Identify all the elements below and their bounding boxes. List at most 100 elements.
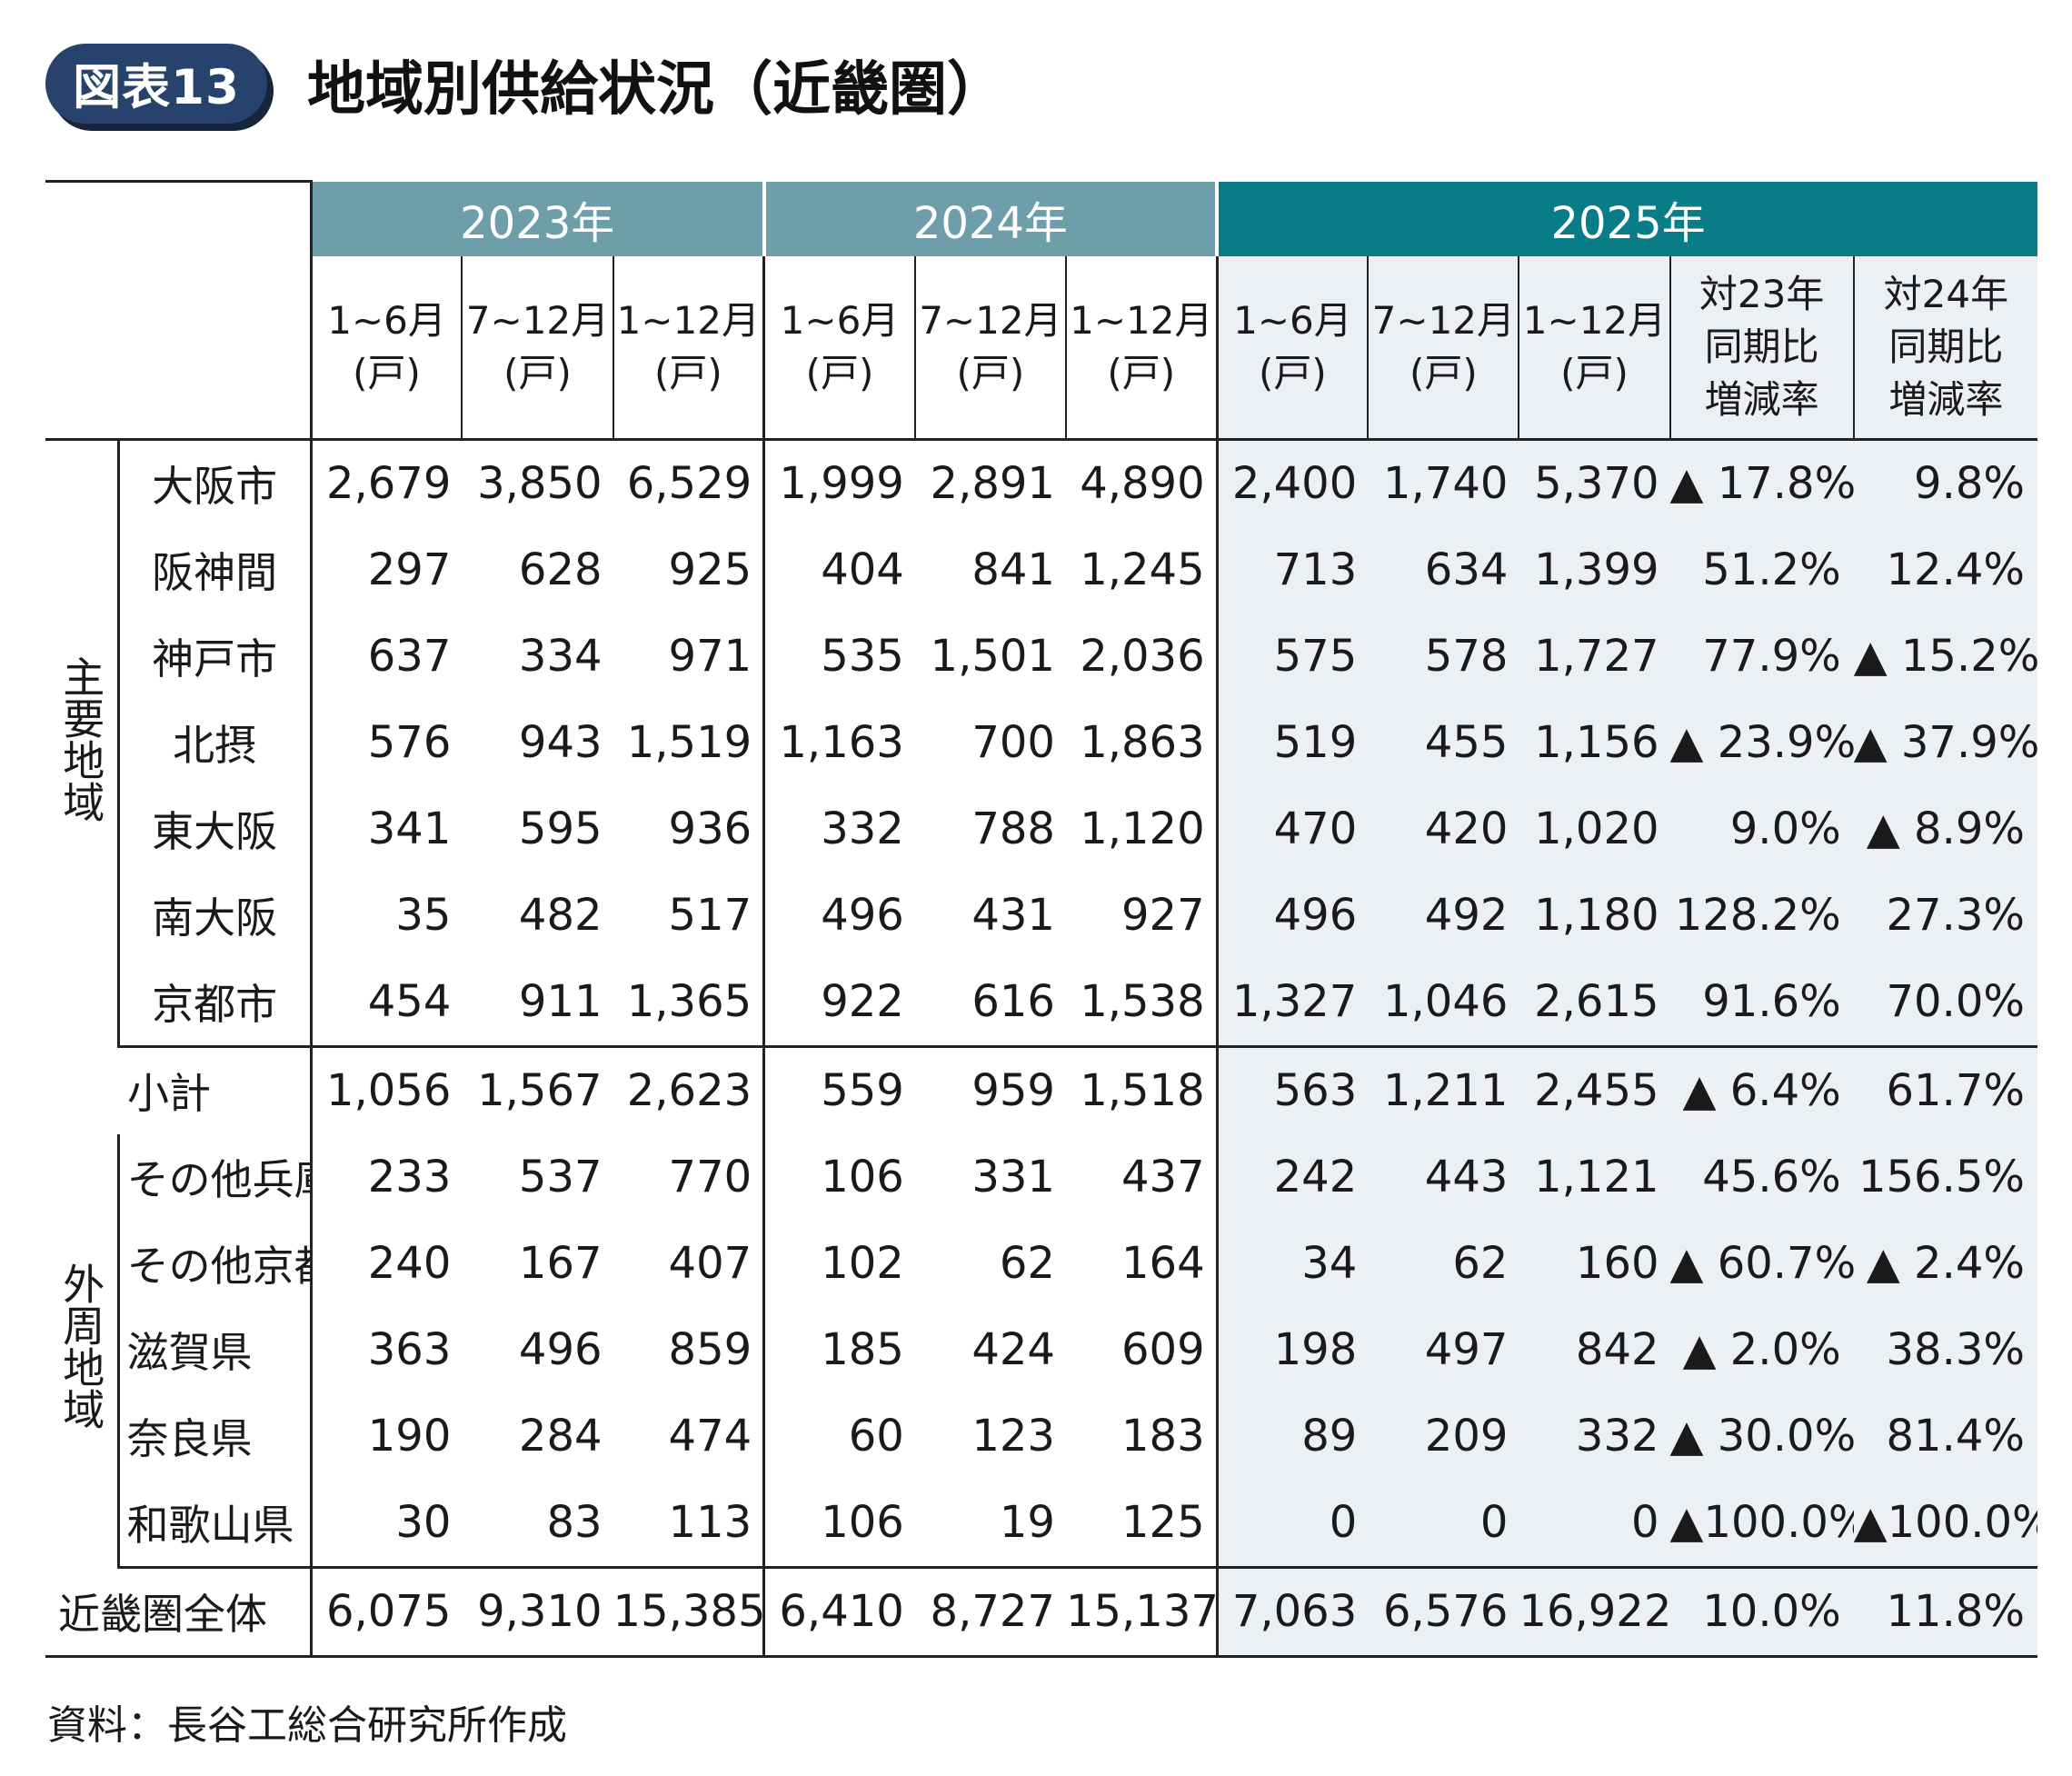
value-cell: 1,327 [1217,958,1369,1048]
value-cell: 1,020 [1519,785,1670,873]
region-name: その他京都 [118,1220,313,1307]
value-cell: 341 [367,803,452,854]
table-row: 小計 1,056 1,567 2,623 559 959 1,518 563 1,211 2,45… [45,1046,2037,1134]
value-cell: 198 [1217,1306,1369,1393]
value-cell: 363 [367,1324,452,1375]
value-cell: 164 [1065,1220,1219,1307]
value-cell: ▲100.0% [1669,1479,1854,1569]
value-cell: 700 [971,717,1055,768]
value-cell: ▲ 17.8% [1669,439,1854,527]
group-main-text: 主要地域 [56,654,106,823]
subheader-r23-9: 対23年 同期比 増減率 [1669,255,1855,441]
value-cell: 10.0% [1669,1567,1854,1658]
value-cell: 156.5% [1853,1133,2037,1221]
table-row: 北摂 576 943 1,519 1,163 700 1,863 519 455 1,156 ▲ 2… [45,699,2037,786]
subheader-h3-5: 1~12月 (戸) [1065,255,1219,441]
value-cell: 60 [848,1411,904,1462]
value-cell: 578 [1368,613,1519,700]
value-cell: 842 [1519,1306,1670,1393]
value-cell: 81.4% [1853,1392,2037,1480]
region-column-header: 地域名 [45,180,313,441]
value-cell: 27.3% [1853,872,2037,959]
value-cell: 0 [1368,1479,1519,1569]
value-cell: 443 [1368,1133,1519,1221]
value-cell: 911 [462,958,613,1048]
value-cell: 575 [1217,613,1369,700]
subheader-h3-8: 1~12月 (戸) [1519,255,1671,441]
value-cell: 407 [613,1220,766,1307]
value-cell: 2,400 [1217,439,1369,527]
value-cell: 297 [367,544,452,595]
value-cell: 2,891 [930,458,1055,509]
value-cell: 51.2% [1669,526,1854,614]
value-cell: 971 [613,613,766,700]
value-cell: 6,075 [311,1567,463,1658]
table-row: 東大阪 341 595 936 332 788 1,120 470 420 1,020 9.0% ▲ … [45,785,2037,873]
value-cell: ▲ 8.9% [1853,785,2037,873]
value-cell: 9,310 [462,1567,613,1658]
value-cell: 70.0% [1853,958,2037,1048]
value-cell: 535 [821,631,904,682]
region-name: 東大阪 [118,785,313,873]
value-cell: 1,399 [1519,526,1670,614]
value-cell: 497 [1368,1306,1519,1393]
value-cell: 788 [971,803,1055,854]
value-cell: 240 [367,1238,452,1289]
value-cell: 6,529 [613,439,766,527]
value-cell: 160 [1519,1220,1670,1307]
table-row: 奈良県 190 284 474 60 123 183 89 209 332 ▲ 30.0% 81.4% [45,1392,2037,1480]
figure-badge: 図表13 [45,44,267,124]
value-cell: 83 [462,1479,613,1569]
value-cell: 1,519 [613,699,766,786]
value-cell: ▲ 60.7% [1669,1220,1854,1307]
value-cell: ▲ 15.2% [1853,613,2037,700]
table-row: その他京都240167407102621643462160▲ 60.7%▲ 2.… [45,1220,2037,1307]
value-cell: 128.2% [1669,872,1854,959]
value-cell: 454 [311,958,463,1048]
value-cell: 45.6% [1669,1133,1854,1221]
value-cell: 537 [518,1152,603,1202]
value-cell: 2,679 [325,458,452,509]
value-cell: 2,036 [1065,613,1219,700]
subheader-h3-2: 1~12月 (戸) [613,255,766,441]
value-cell: 943 [518,717,603,768]
value-cell: 183 [1065,1392,1219,1480]
value-cell: 1,999 [779,458,904,509]
value-cell: 0 [1519,1479,1670,1569]
value-cell: 332 [1519,1392,1670,1480]
region-name: 北摂 [118,699,313,786]
value-cell: 2,455 [1519,1046,1670,1134]
value-cell: 431 [971,890,1055,941]
value-cell: 77.9% [1669,613,1854,700]
table-row: 近畿圏全体 6,075 9,310 15,385 6,410 8,727 15,137 7,0… [45,1567,2037,1658]
value-cell: 959 [971,1065,1055,1116]
value-cell: 595 [518,803,603,854]
value-cell: 9.0% [1669,785,1854,873]
value-cell: 125 [1065,1479,1219,1569]
value-cell: 167 [518,1238,603,1289]
value-cell: 15,385 [613,1567,766,1658]
value-cell: 634 [1368,526,1519,614]
value-cell: 9.8% [1853,439,2037,527]
region-name: 大阪市 [118,439,313,527]
value-cell: 242 [1217,1133,1369,1221]
value-cell: 2,615 [1519,958,1670,1048]
value-cell: 1,211 [1368,1046,1519,1134]
subheader-h1-6: 1~6月 (戸) [1217,255,1370,441]
table-row: 主要地域 大阪市 2,679 3,850 6,529 1,999 2,891 4,890 2,4… [45,439,2037,1046]
value-cell: 5,370 [1519,439,1670,527]
value-cell: 102 [821,1238,904,1289]
value-cell: 1,180 [1519,872,1670,959]
value-cell: 6,576 [1368,1567,1519,1658]
value-cell: 936 [613,785,766,873]
source-note: 資料：長谷工総合研究所作成 [47,1702,567,1749]
table-row: 南大阪 35 482 517 496 431 927 496 492 1,180 128.2% 27.… [45,872,2037,959]
value-cell: 1,156 [1519,699,1670,786]
region-name: 阪神間 [118,526,313,614]
value-cell: 4,890 [1065,439,1219,527]
value-cell: 7,063 [1217,1567,1369,1658]
value-cell: 628 [518,544,603,595]
value-cell: 609 [1065,1306,1219,1393]
table-row: 和歌山県 30 83 113 106 19 125 0 0 0 ▲100.0% ▲100.0% [45,1479,2037,1569]
year-2023-header: 2023年 [311,181,766,256]
